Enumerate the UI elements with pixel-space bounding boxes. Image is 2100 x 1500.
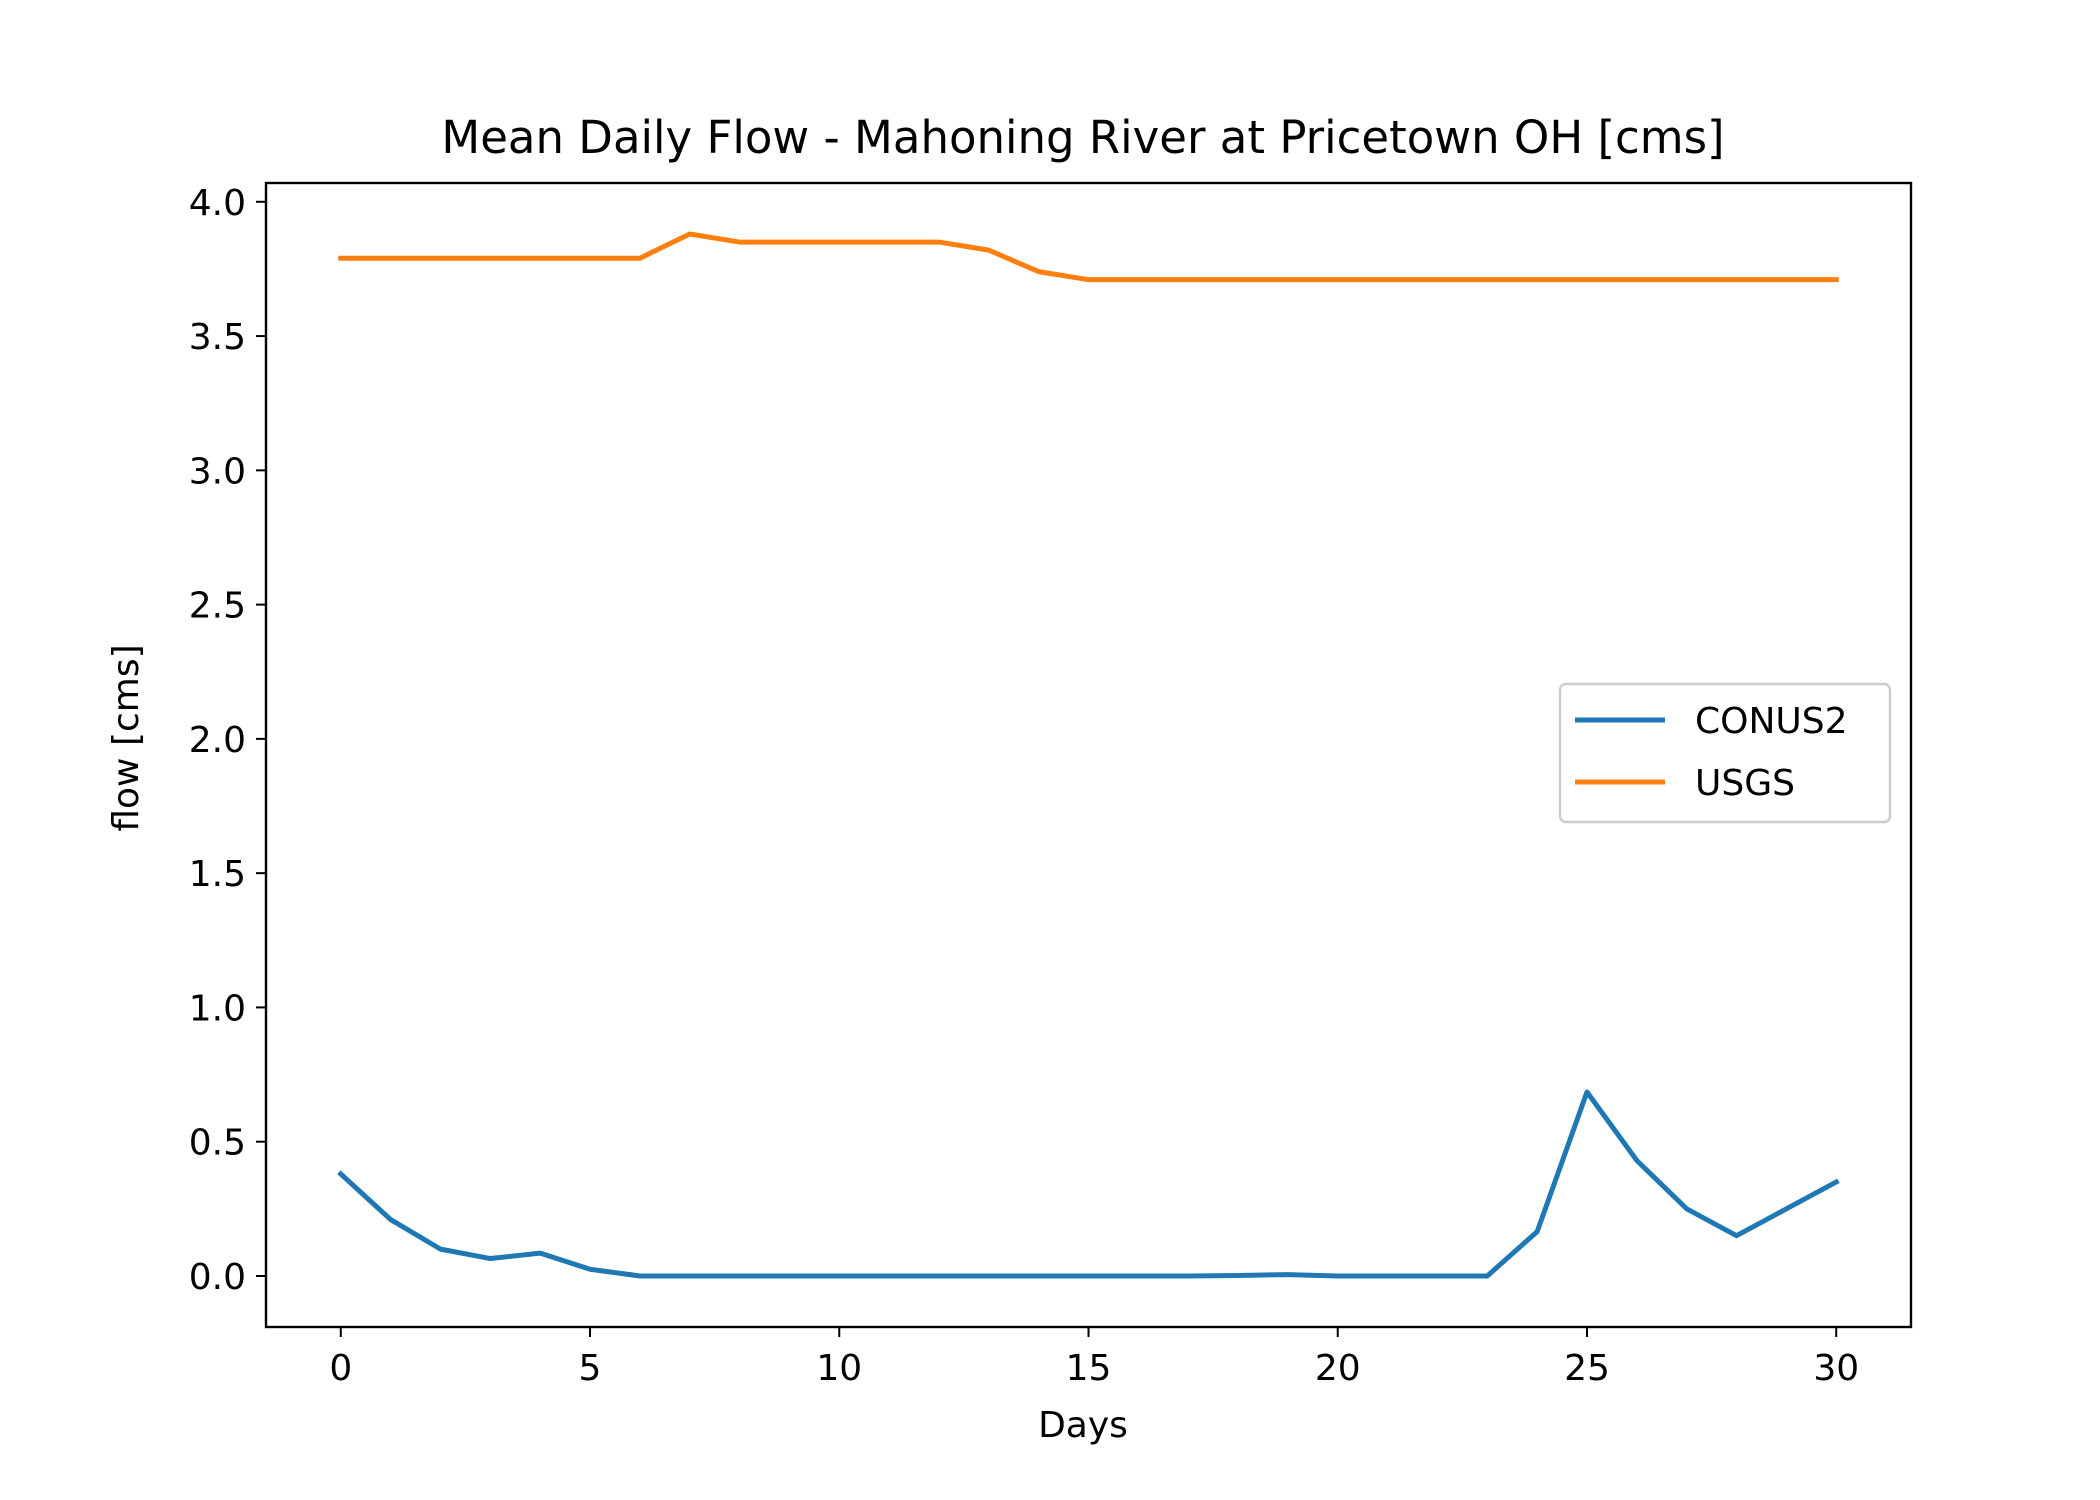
y-tick-label: 0.0 [189, 1257, 246, 1298]
y-tick-label: 3.0 [189, 451, 246, 492]
x-tick-label: 0 [329, 1348, 352, 1389]
chart-title: Mean Daily Flow - Mahoning River at Pric… [441, 111, 1724, 164]
y-tick-label: 3.5 [189, 317, 246, 358]
series-layer [337, 231, 1840, 1279]
y-axis: 0.0 0.5 1.0 1.5 2.0 2.5 3.0 3.5 4.0 [189, 183, 266, 1298]
legend-label-usgs: USGS [1695, 763, 1795, 804]
x-tick-label: 25 [1564, 1348, 1610, 1389]
x-tick-label: 20 [1315, 1348, 1361, 1389]
series-line-conus2 [337, 1089, 1840, 1279]
y-tick-label: 4.0 [189, 183, 246, 224]
x-tick-label: 5 [579, 1348, 602, 1389]
legend: CONUS2 USGS [1558, 682, 1892, 824]
x-tick-label: 30 [1813, 1348, 1859, 1389]
y-axis-label: flow [cms] [106, 644, 147, 831]
x-tick-label: 10 [816, 1348, 862, 1389]
y-tick-label: 1.5 [189, 854, 246, 895]
x-tick-label: 15 [1066, 1348, 1112, 1389]
series-line-usgs [338, 231, 1839, 283]
legend-label-conus2: CONUS2 [1695, 701, 1848, 742]
y-tick-label: 0.5 [189, 1123, 246, 1164]
y-tick-label: 2.5 [189, 586, 246, 627]
x-axis-label: Days [1038, 1405, 1128, 1446]
y-tick-label: 1.0 [189, 988, 246, 1029]
y-tick-label: 2.0 [189, 720, 246, 761]
x-axis: 0 5 10 15 20 25 30 [329, 1327, 1859, 1389]
